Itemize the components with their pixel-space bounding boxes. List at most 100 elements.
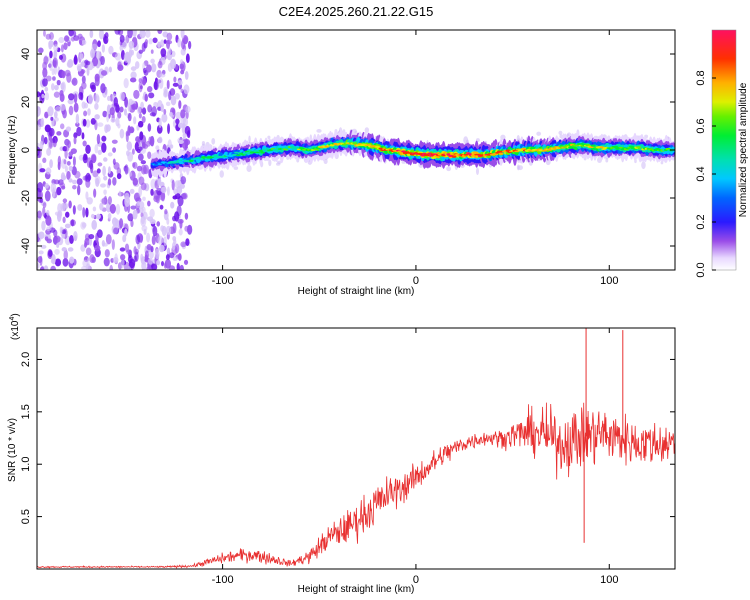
- noise-blob: [134, 141, 139, 152]
- noise-blob: [172, 256, 178, 262]
- noise-blob: [38, 250, 44, 255]
- noise-blob: [140, 215, 145, 225]
- noise-blob: [85, 60, 91, 66]
- ridge-halo-blob: [517, 165, 523, 171]
- noise-blob: [112, 147, 117, 153]
- ridge-cell: [475, 153, 481, 156]
- noise-blob: [111, 239, 115, 251]
- noise-blob: [68, 178, 73, 183]
- noise-blob: [170, 201, 175, 209]
- snr-peaks: [583, 328, 624, 543]
- noise-blob: [81, 265, 88, 270]
- noise-blob: [45, 33, 52, 40]
- noise-blob: [153, 101, 158, 108]
- noise-blob: [86, 197, 93, 205]
- spectrogram-y-tick-label: 0: [20, 147, 32, 153]
- noise-blob: [137, 153, 144, 161]
- noise-blob: [61, 229, 67, 235]
- noise-blob: [97, 149, 103, 155]
- snr-y-multiplier-close: ): [10, 313, 21, 316]
- noise-blob: [62, 109, 67, 119]
- noise-blob: [37, 146, 40, 157]
- noise-blob: [140, 160, 147, 165]
- noise-blob: [118, 190, 122, 197]
- spectrogram-x-ticks: -100 0 100: [212, 30, 618, 287]
- noise-blob: [49, 50, 53, 59]
- noise-blob: [177, 38, 182, 48]
- noise-blob: [126, 249, 133, 255]
- noise-blob: [100, 70, 108, 76]
- noise-blob: [85, 144, 91, 155]
- noise-blob: [65, 126, 72, 132]
- ridge-cell: [154, 163, 159, 167]
- noise-blob: [69, 235, 74, 244]
- noise-blob: [44, 86, 49, 92]
- noise-blob: [122, 234, 127, 243]
- noise-blob: [150, 49, 154, 54]
- ridge-cell: [310, 149, 316, 151]
- noise-blob: [88, 159, 94, 170]
- snr-y-tick-label: 0.5: [20, 509, 32, 524]
- ridge-cell: [467, 153, 473, 155]
- noise-blob: [137, 120, 144, 128]
- noise-blob: [152, 37, 158, 44]
- noise-blob: [144, 93, 148, 102]
- noise-blob: [169, 144, 174, 149]
- noise-blob: [76, 126, 82, 137]
- ridge-cell: [260, 151, 266, 154]
- noise-blob: [62, 216, 66, 224]
- ridge-cell: [514, 150, 520, 153]
- noise-blob: [89, 30, 94, 39]
- noise-blob: [160, 190, 166, 202]
- noise-blob: [103, 189, 107, 195]
- noise-blob: [124, 164, 129, 175]
- spectrogram-y-ticks: -40 -20 0 20 40: [20, 48, 675, 254]
- noise-blob: [106, 111, 110, 123]
- ridge-cell: [258, 149, 264, 152]
- noise-blob: [156, 221, 161, 227]
- noise-blob: [38, 47, 44, 54]
- noise-blob: [175, 111, 182, 120]
- noise-blob: [42, 67, 48, 78]
- noise-blob: [40, 244, 47, 249]
- noise-blob: [48, 60, 53, 72]
- noise-blob: [62, 198, 68, 204]
- ridge-halo-blob: [364, 127, 370, 134]
- noise-blob: [138, 49, 144, 54]
- noise-blob: [46, 226, 52, 232]
- noise-blob: [111, 139, 118, 144]
- noise-blob: [132, 209, 138, 220]
- noise-blob: [65, 165, 68, 173]
- noise-blob: [94, 175, 101, 185]
- noise-blob: [97, 40, 101, 48]
- noise-blob: [182, 192, 188, 200]
- ridge-cell: [576, 143, 582, 146]
- noise-blob: [54, 235, 61, 243]
- spectrogram-y-tick-label: -20: [20, 190, 32, 206]
- noise-blob: [130, 205, 137, 210]
- colorbar-tick-label: 0.0: [695, 262, 707, 277]
- noise-blob: [127, 213, 134, 222]
- noise-blob: [159, 204, 164, 210]
- noise-blob: [39, 168, 46, 173]
- noise-blob: [48, 250, 53, 258]
- noise-blob: [141, 206, 146, 214]
- noise-blob: [115, 104, 120, 113]
- spectrogram-x-axis-label: Height of straight line (km): [298, 286, 415, 297]
- noise-blob: [60, 44, 64, 53]
- noise-blob: [94, 73, 100, 82]
- ridge-cell: [521, 147, 527, 150]
- noise-blob: [150, 58, 155, 64]
- noise-blob: [141, 107, 147, 115]
- noise-blob: [140, 182, 147, 191]
- noise-blob: [80, 244, 86, 252]
- noise-blob: [96, 229, 103, 238]
- noise-blob: [141, 141, 146, 149]
- noise-blob: [97, 122, 104, 127]
- noise-blob: [102, 242, 108, 247]
- noise-blob: [103, 35, 109, 45]
- noise-blob: [101, 44, 105, 53]
- noise-blob: [81, 81, 87, 90]
- noise-blob: [60, 82, 65, 90]
- noise-blob: [180, 241, 187, 248]
